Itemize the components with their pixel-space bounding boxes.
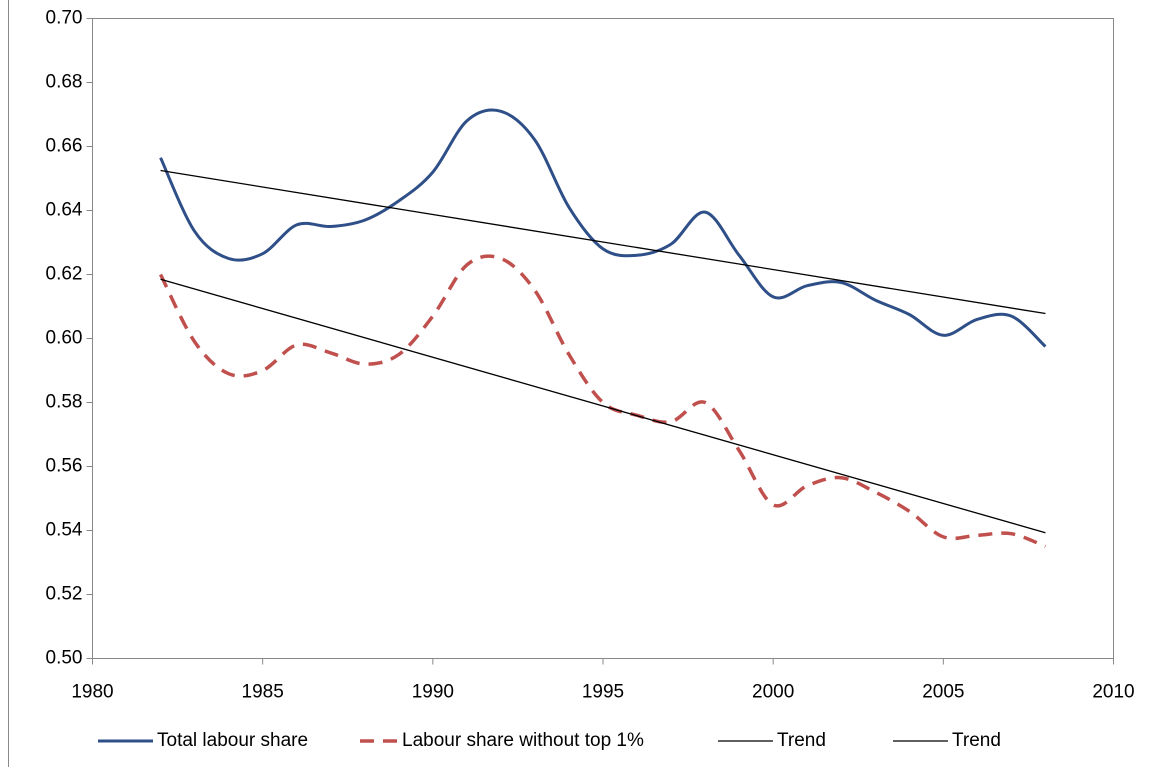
y-tick-label: 0.68 (46, 72, 83, 93)
y-tick-label: 0.52 (46, 584, 83, 605)
y-tick-label: 0.54 (46, 520, 83, 541)
legend-label: Trend (777, 730, 826, 751)
y-tick-label: 0.64 (46, 200, 83, 221)
legend-label: Total labour share (157, 730, 308, 751)
x-tick-label: 2005 (922, 682, 964, 703)
legend-label: Trend (952, 730, 1001, 751)
y-tick-label: 0.70 (46, 8, 83, 29)
y-tick-label: 0.62 (46, 264, 83, 285)
x-tick-label: 2000 (752, 682, 794, 703)
y-tick-label: 0.50 (46, 648, 83, 669)
x-tick-label: 1995 (582, 682, 624, 703)
y-tick-label: 0.66 (46, 136, 83, 157)
x-tick-label: 1990 (412, 682, 454, 703)
y-tick-label: 0.56 (46, 456, 83, 477)
legend-label: Labour share without top 1% (402, 730, 644, 751)
x-tick-label: 2010 (1092, 682, 1134, 703)
y-tick-label: 0.58 (46, 392, 83, 413)
chart-frame (9, 0, 1156, 767)
x-tick-label: 1985 (242, 682, 284, 703)
x-tick-label: 1980 (71, 682, 113, 703)
y-tick-label: 0.60 (46, 328, 83, 349)
